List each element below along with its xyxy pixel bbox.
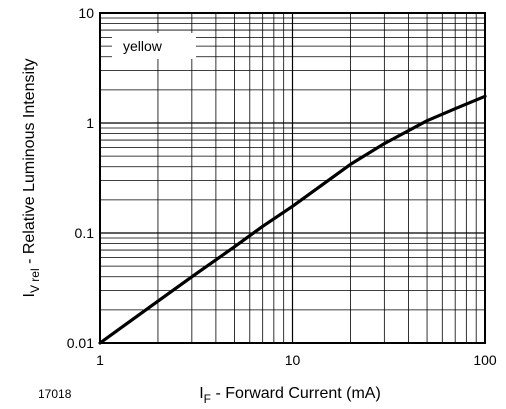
legend: yellow [112, 33, 196, 59]
x-axis-label-text: - Forward Current (mA) [211, 385, 381, 402]
x-tick-labels: 1 10 100 [96, 352, 497, 368]
x-axis-label-subscript: F [204, 392, 211, 406]
legend-background [112, 33, 196, 59]
figure-code: 17018 [38, 387, 72, 401]
plot-frame [99, 12, 486, 344]
x-axis-label: IF - Forward Current (mA) [199, 385, 381, 406]
x-tick-label: 100 [473, 352, 497, 368]
y-tick-label: 0.01 [67, 335, 94, 351]
y-tick-label: 10 [78, 5, 94, 21]
y-tick-label: 1 [86, 115, 94, 131]
y-axis-label: IV rel - Relative Luminous Intensity [21, 58, 42, 297]
y-tick-labels: 10 1 0.1 0.01 [67, 5, 94, 351]
legend-label: yellow [123, 38, 163, 54]
series-line-yellow [98, 94, 487, 345]
grid [100, 13, 485, 343]
y-tick-label: 0.1 [75, 225, 95, 241]
y-axis-label-subscript: V rel [28, 268, 42, 293]
x-tick-label: 1 [96, 352, 104, 368]
x-tick-label: 10 [285, 352, 301, 368]
series-layer [98, 94, 487, 345]
y-axis-label-symbol: I [21, 293, 38, 297]
x-axis-label-symbol: I [199, 385, 203, 402]
y-axis-label-text: - Relative Luminous Intensity [21, 58, 38, 268]
